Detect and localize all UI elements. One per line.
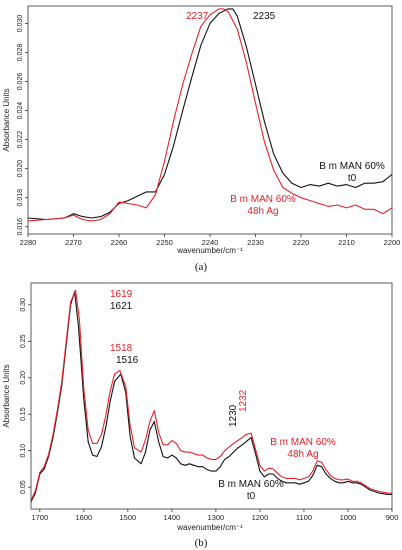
panel-a-x-tick-label: 2230 — [247, 238, 264, 247]
panel-b-y-tick-label: 0.15 — [20, 407, 27, 421]
panel-a-caption: (a) — [195, 261, 208, 273]
panel-a-y-tick-label: 0.028 — [17, 44, 24, 62]
panel-a-series-line — [27, 8, 393, 221]
panel-b-x-tick-label: 1200 — [252, 513, 269, 522]
panel-b-y-tick-label: 0.30 — [20, 298, 27, 312]
peak-label-2235: 2235 — [253, 11, 276, 22]
panel-b-series-line — [30, 291, 392, 502]
panel-a-y-tick-label: 0.024 — [17, 102, 24, 120]
series-label-a-48h-line1: B m MAN 60% — [230, 194, 296, 205]
series-label-b-48h-line2: 48h Ag — [287, 449, 318, 460]
panel-b-x-tick-label: 1600 — [75, 513, 92, 522]
peak-label-1230: 1230 — [228, 404, 239, 427]
series-label-a-t0-line2: t0 — [348, 173, 357, 184]
panel-a-x-tick-label: 2260 — [111, 238, 128, 247]
panel-b-y-axis-label: Absorbance Units — [2, 364, 11, 427]
panel-b-y-tick-label: 0.10 — [20, 444, 27, 458]
peak-label-1621: 1621 — [110, 301, 133, 312]
panel-a-x-tick-label: 2240 — [202, 238, 219, 247]
panel-b-y-tick-label: 0.05 — [20, 480, 27, 494]
peak-label-1516: 1516 — [116, 355, 139, 366]
panel-b-x-tick-label: 1700 — [31, 513, 48, 522]
series-label-b-t0-line2: t0 — [247, 491, 256, 502]
peak-label-1619: 1619 — [110, 289, 133, 300]
panel-b-plot-frame — [30, 282, 393, 510]
panel-a-y-ticks: 0.016 0.018 0.020 0.022 0.024 0.026 0.028 0.030 — [17, 15, 28, 236]
panel-a-y-tick-label: 0.018 — [17, 189, 24, 207]
panel-a-x-tick-label: 2250 — [156, 238, 173, 247]
series-label-a-t0-line1: B m MAN 60% — [319, 161, 385, 172]
panel-b-x-tick-label: 1400 — [164, 513, 181, 522]
panel-a-series — [27, 8, 393, 222]
panel-a-x-axis-label: wavenumber/cm⁻¹ — [176, 246, 243, 255]
panel-b-x-tick-label: 900 — [386, 513, 399, 522]
panel-a-y-tick-label: 0.026 — [17, 73, 24, 91]
panel-a-x-tick-label: 2220 — [293, 238, 310, 247]
series-label-b-48h-line1: B m MAN 60% — [270, 437, 336, 448]
panel-b-x-axis-label: wavenumber/cm⁻¹ — [176, 523, 243, 532]
panel-a-y-tick-label: 0.022 — [17, 131, 24, 149]
peak-label-2237: 2237 — [186, 11, 209, 22]
panel-a-x-tick-label: 2280 — [20, 238, 37, 247]
panel-b-x-tick-label: 1500 — [120, 513, 137, 522]
panel-a-plot-frame — [27, 5, 393, 235]
panel-b-x-tick-label: 1100 — [296, 513, 312, 522]
panel-a-x-tick-label: 2200 — [384, 238, 401, 247]
panel-a-x-tick-label: 2210 — [338, 238, 355, 247]
peak-label-1232: 1232 — [238, 389, 249, 412]
panel-b-x-ticks: 1700 1600 1500 1400 1300 1200 1100 1000 900 — [31, 509, 398, 522]
panel-b: 1700 1600 1500 1400 1300 1200 1100 1000 900 0.05… — [2, 282, 398, 549]
panel-b-caption: (b) — [195, 537, 208, 549]
panel-a-y-tick-label: 0.030 — [17, 15, 24, 33]
panel-b-x-tick-label: 1000 — [340, 513, 357, 522]
panel-b-y-tick-label: 0.20 — [20, 371, 27, 385]
panel-a: 2280 2270 2260 2250 2240 2230 2220 2210 2200 0.0… — [2, 5, 401, 273]
panel-a-y-tick-label: 0.020 — [17, 160, 24, 178]
panel-b-series-line — [30, 289, 392, 501]
panel-a-x-ticks: 2280 2270 2260 2250 2240 2230 2220 2210 2200 — [20, 234, 401, 247]
panel-a-y-axis-label: Absorbance Units — [2, 88, 11, 151]
panel-b-y-ticks: 0.05 0.10 0.15 0.20 0.25 0.30 — [20, 298, 31, 494]
panel-b-series — [30, 289, 392, 502]
panel-b-y-tick-label: 0.25 — [20, 334, 27, 348]
panel-b-x-tick-label: 1300 — [208, 513, 225, 522]
peak-label-1518: 1518 — [110, 343, 133, 354]
series-label-b-t0-line1: B m MAN 60% — [218, 479, 284, 490]
panel-a-y-tick-label: 0.016 — [17, 218, 24, 236]
series-label-a-48h-line2: 48h Ag — [247, 206, 278, 217]
panel-a-x-tick-label: 2270 — [65, 238, 82, 247]
panel-a-series-line — [27, 8, 393, 222]
